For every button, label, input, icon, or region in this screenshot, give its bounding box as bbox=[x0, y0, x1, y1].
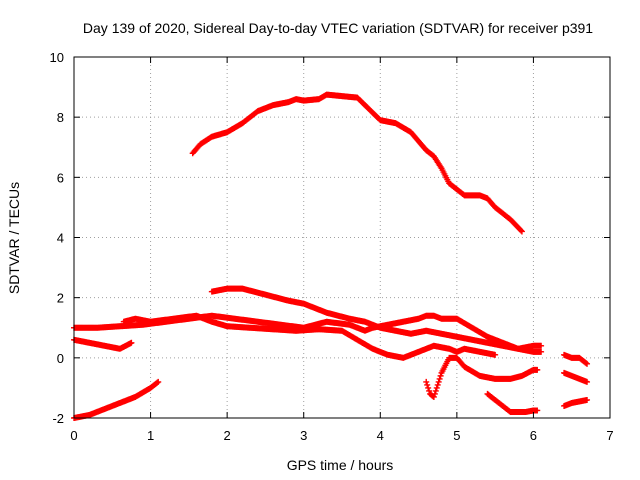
data-point bbox=[434, 381, 441, 388]
x-tick-label: 5 bbox=[453, 428, 460, 443]
data-point bbox=[154, 379, 161, 386]
series-7 bbox=[484, 390, 541, 415]
data-point bbox=[155, 378, 162, 385]
data-point bbox=[583, 360, 590, 367]
x-tick-label: 7 bbox=[606, 428, 613, 443]
y-axis-label: SDTVAR / TECUs bbox=[6, 182, 22, 294]
data-point bbox=[534, 407, 541, 414]
x-tick-label: 2 bbox=[224, 428, 231, 443]
data-point bbox=[538, 348, 545, 355]
data-point bbox=[425, 384, 432, 391]
y-axis-ticks: -2 0 2 4 6 8 10 bbox=[50, 50, 610, 426]
series-2 bbox=[71, 312, 545, 355]
data-point bbox=[437, 372, 444, 379]
series-1 bbox=[208, 285, 545, 352]
series-4 bbox=[423, 354, 541, 400]
y-tick-label: 8 bbox=[57, 110, 64, 125]
data-point bbox=[426, 387, 433, 394]
data-marks bbox=[71, 91, 591, 421]
x-axis-label: GPS time / hours bbox=[287, 457, 394, 473]
chart-title: Day 139 of 2020, Sidereal Day-to-day VTE… bbox=[83, 20, 593, 36]
y-tick-label: -2 bbox=[52, 411, 64, 426]
data-point bbox=[128, 339, 135, 346]
x-tick-label: 1 bbox=[147, 428, 154, 443]
y-tick-label: 0 bbox=[57, 351, 64, 366]
y-tick-label: 6 bbox=[57, 170, 64, 185]
data-point bbox=[534, 366, 541, 373]
data-point bbox=[431, 390, 438, 397]
y-tick-label: 2 bbox=[57, 291, 64, 306]
series-9 bbox=[561, 369, 591, 385]
data-point bbox=[423, 378, 430, 385]
data-point bbox=[433, 384, 440, 391]
data-point bbox=[517, 227, 524, 234]
series-3 bbox=[120, 312, 499, 361]
data-point bbox=[584, 396, 591, 403]
data-point bbox=[518, 228, 525, 235]
data-point bbox=[436, 375, 443, 382]
data-point bbox=[584, 378, 591, 385]
data-point bbox=[432, 387, 439, 394]
x-tick-label: 6 bbox=[530, 428, 537, 443]
data-point bbox=[584, 360, 591, 367]
series-0 bbox=[189, 91, 525, 235]
x-axis-ticks: 0 1 2 3 4 5 6 7 bbox=[70, 57, 614, 443]
y-tick-label: 4 bbox=[57, 231, 64, 246]
data-point bbox=[538, 342, 545, 349]
series-8 bbox=[561, 351, 591, 367]
y-tick-label: 10 bbox=[50, 50, 64, 65]
x-tick-label: 3 bbox=[300, 428, 307, 443]
series-6 bbox=[71, 378, 162, 421]
series-5 bbox=[71, 336, 135, 352]
data-point bbox=[492, 351, 499, 358]
data-point bbox=[435, 378, 442, 385]
data-point bbox=[430, 393, 437, 400]
x-tick-label: 0 bbox=[70, 428, 77, 443]
series-10 bbox=[561, 396, 591, 409]
x-tick-label: 4 bbox=[377, 428, 384, 443]
data-point bbox=[424, 381, 431, 388]
